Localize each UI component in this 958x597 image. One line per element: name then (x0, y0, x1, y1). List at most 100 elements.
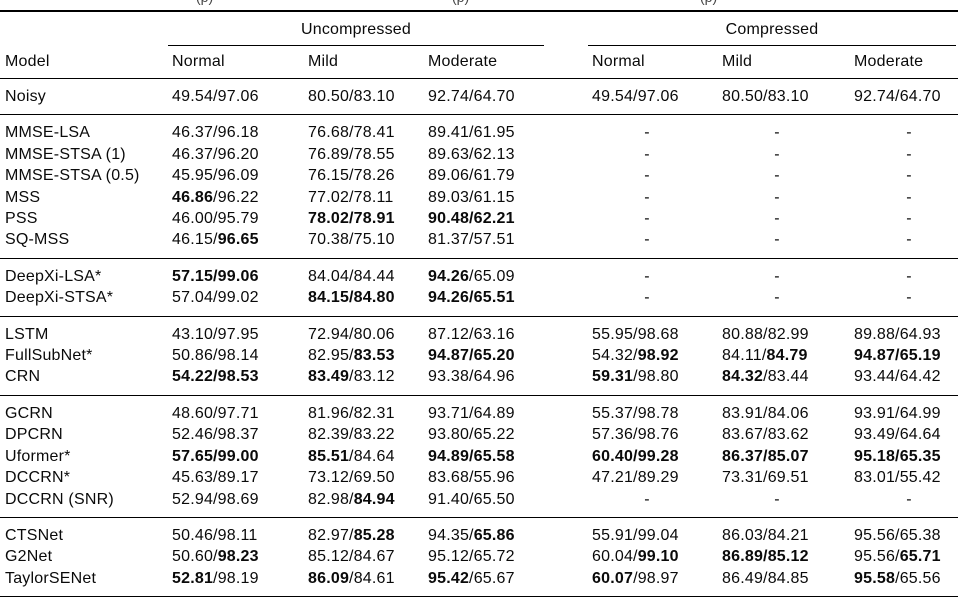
score-cell: 57.15/99.06 (168, 257, 304, 288)
table-row: MMSE-STSA (0.5) 45.95/96.09 76.15/78.26 89.… (0, 165, 958, 186)
column-gap (560, 446, 588, 467)
score-cell: 86.37/85.07 (718, 446, 850, 467)
score-cell: 80.88/82.99 (718, 315, 851, 346)
column-gap (560, 46, 589, 79)
score-value: 89.41/61.95 (428, 124, 515, 142)
score-cell: 89.63/62.13 (424, 144, 560, 165)
score-value: 57.36/98.76 (592, 426, 679, 444)
score-value: 76.89/78.55 (308, 145, 395, 163)
score-cell: 95.42/65.67 (424, 568, 560, 597)
group-header-uncompressed: Uncompressed (168, 21, 545, 46)
score-value: 84.04/84.44 (308, 267, 395, 285)
score-value: 93.91/64.99 (854, 404, 941, 422)
column-header-moderate: Moderate (850, 46, 958, 79)
row-group: CTSNet 50.46/98.11 82.97/85.28 94.35/65.86 5… (0, 516, 958, 597)
score-value: 59.31/98.80 (592, 368, 679, 386)
table-row: LSTM 43.10/97.95 72.94/80.06 87.12/63.16 55.… (0, 315, 958, 346)
score-cell: 84.04/84.44 (304, 257, 424, 288)
score-cell: - (718, 287, 850, 316)
score-value: 46.37/96.18 (172, 124, 259, 142)
compressed-group-header-cell: Compressed (588, 11, 958, 46)
score-value: 93.80/65.22 (428, 426, 515, 444)
column-gap (560, 287, 588, 316)
score-cell: 86.09/84.61 (304, 568, 424, 597)
score-value: 82.98/84.94 (308, 490, 395, 508)
score-cell: 83.91/84.06 (718, 394, 851, 425)
score-value: 94.35/65.86 (428, 526, 515, 544)
score-cell: 49.54/97.06 (588, 77, 719, 115)
score-value: 89.63/62.13 (428, 145, 515, 163)
score-cell: 94.35/65.86 (424, 516, 561, 547)
score-cell: 73.31/69.51 (718, 467, 850, 488)
score-cell: 83.49/83.12 (304, 366, 424, 395)
score-cell: 95.12/65.72 (424, 546, 560, 567)
model-label: MSS (5, 188, 41, 206)
score-value: 95.58/65.56 (854, 569, 941, 587)
missing-value: - (644, 231, 650, 249)
table-row: DeepXi-LSA* 57.15/99.06 84.04/84.44 94.26/6… (0, 257, 958, 288)
score-cell: 82.39/83.22 (304, 424, 424, 445)
score-cell: 84.11/84.79 (718, 345, 850, 366)
missing-value: - (906, 490, 912, 508)
score-value: 95.42/65.67 (428, 569, 515, 587)
row-group: DeepXi-LSA* 57.15/99.06 84.04/84.44 94.26/6… (0, 257, 958, 316)
score-cell: 86.89/85.12 (718, 546, 850, 567)
table-row: GCRN 48.60/97.71 81.96/82.31 93.71/64.89 55.… (0, 394, 958, 425)
score-cell: 43.10/97.95 (168, 315, 304, 346)
score-cell: - (850, 165, 958, 186)
model-label: FullSubNet* (5, 347, 93, 365)
score-value: 82.95/83.53 (308, 347, 395, 365)
score-cell: 89.41/61.95 (424, 114, 561, 144)
score-value: 89.06/61.79 (428, 167, 515, 185)
score-value: 49.54/97.06 (592, 88, 679, 105)
score-value: 93.38/64.96 (428, 368, 515, 386)
score-cell: - (718, 257, 851, 288)
score-cell: 46.86/96.22 (168, 187, 304, 208)
score-value: 95.12/65.72 (428, 548, 515, 566)
missing-value: - (644, 145, 650, 163)
score-cell: 90.48/62.21 (424, 208, 560, 229)
score-cell: - (850, 187, 958, 208)
score-value: 60.07/98.97 (592, 569, 679, 587)
column-gap (560, 516, 589, 547)
score-cell: 84.32/83.44 (718, 366, 850, 395)
missing-value: - (774, 145, 780, 163)
score-cell: 50.86/98.14 (168, 345, 304, 366)
table-row: DCCRN (SNR) 52.94/98.69 82.98/84.94 91.40/6… (0, 489, 958, 518)
score-value: 93.49/64.64 (854, 426, 941, 444)
results-table: Uncompressed Compressed Model Normal Mil… (0, 10, 958, 597)
score-cell: - (588, 114, 719, 144)
score-cell: 85.51/84.64 (304, 446, 424, 467)
score-cell: 92.74/64.70 (424, 77, 561, 115)
score-value: 80.50/83.10 (722, 88, 809, 105)
column-gap (560, 229, 588, 258)
score-cell: 93.44/64.42 (850, 366, 958, 395)
score-cell: 45.63/89.17 (168, 467, 304, 488)
score-cell: - (588, 144, 718, 165)
score-value: 52.94/98.69 (172, 490, 259, 508)
score-cell: 60.07/98.97 (588, 568, 718, 597)
missing-value: - (774, 231, 780, 249)
score-value: 48.60/97.71 (172, 404, 259, 422)
score-cell: 80.50/83.10 (304, 77, 424, 115)
score-cell: 57.36/98.76 (588, 424, 718, 445)
score-cell: 93.91/64.99 (850, 394, 958, 425)
score-value: 94.26/65.51 (428, 289, 515, 307)
table-row: MMSE-LSA 46.37/96.18 76.68/78.41 89.41/61.9… (0, 114, 958, 144)
column-gap (560, 257, 589, 288)
model-label: TaylorSENet (5, 569, 97, 587)
model-label: PSS (5, 210, 38, 228)
missing-value: - (774, 167, 780, 185)
model-label: CTSNet (0, 516, 168, 547)
score-value: 49.54/97.06 (172, 88, 259, 105)
missing-value: - (774, 124, 780, 142)
score-cell: - (718, 187, 850, 208)
score-cell: 55.91/99.04 (588, 516, 719, 547)
score-cell: 52.94/98.69 (168, 489, 304, 518)
score-cell: 93.71/64.89 (424, 394, 561, 425)
score-value: 92.74/64.70 (428, 88, 515, 105)
table-row: TaylorSENet 52.81/98.19 86.09/84.61 95.42/6… (0, 568, 958, 597)
score-value: 86.89/85.12 (722, 548, 809, 566)
score-cell: - (588, 165, 718, 186)
score-value: 95.56/65.38 (854, 526, 941, 544)
